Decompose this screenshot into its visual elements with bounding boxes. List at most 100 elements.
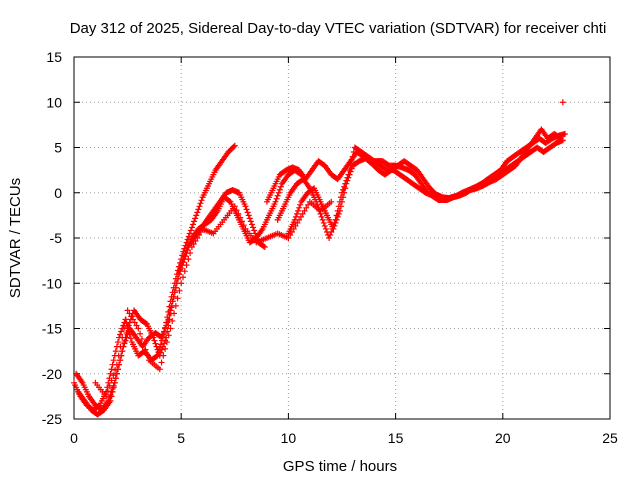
data-point xyxy=(274,192,281,199)
data-point xyxy=(168,304,175,311)
data-point xyxy=(246,215,253,222)
data-point xyxy=(333,212,340,219)
data-point xyxy=(242,203,249,210)
data-point xyxy=(174,295,181,302)
data-point xyxy=(195,206,202,213)
data-point xyxy=(322,225,329,232)
data-point xyxy=(197,228,204,235)
data-point xyxy=(297,201,304,208)
data-point xyxy=(344,174,351,181)
data-point xyxy=(243,206,250,213)
x-tick-label: 0 xyxy=(70,430,78,446)
data-point xyxy=(198,197,205,204)
data-point xyxy=(138,336,145,343)
data-point xyxy=(117,331,124,338)
data-point xyxy=(251,227,258,234)
data-point xyxy=(250,224,257,231)
y-tick-label: 5 xyxy=(54,140,62,156)
data-point xyxy=(347,162,354,169)
data-point xyxy=(169,317,176,324)
data-point xyxy=(185,256,192,263)
data-point xyxy=(123,330,130,337)
y-tick-label: -10 xyxy=(42,275,62,291)
data-point xyxy=(117,343,124,350)
data-point xyxy=(556,134,563,141)
data-point xyxy=(180,259,187,266)
data-point xyxy=(188,224,195,231)
data-point xyxy=(152,340,159,347)
data-point xyxy=(247,218,254,225)
series-trace-g xyxy=(274,126,564,241)
y-axis-title: SDTVAR / TECUs xyxy=(7,178,24,298)
data-point xyxy=(115,352,122,359)
data-point xyxy=(291,216,298,223)
data-point xyxy=(158,359,165,366)
y-tick-label: -25 xyxy=(42,411,62,427)
data-point xyxy=(144,351,151,358)
data-point xyxy=(172,302,179,309)
data-point xyxy=(226,198,233,205)
data-point xyxy=(164,328,171,335)
y-tick-label: 15 xyxy=(46,49,62,65)
data-point xyxy=(260,243,267,250)
data-point xyxy=(156,366,163,373)
data-point xyxy=(245,212,252,219)
data-point xyxy=(106,382,113,389)
data-point xyxy=(339,189,345,196)
data-point xyxy=(293,210,300,217)
data-point xyxy=(349,153,356,160)
data-point xyxy=(561,130,568,137)
data-point xyxy=(328,228,335,235)
data-point xyxy=(171,289,178,296)
data-point xyxy=(174,275,181,282)
data-point xyxy=(172,284,179,291)
data-point xyxy=(170,293,177,300)
x-tick-label: 25 xyxy=(602,430,618,446)
tick-labels: 0 5 10 15 20 25 -25 -20 -15 -10 -5 0 5 10 15 xyxy=(42,49,618,446)
data-point xyxy=(295,207,302,214)
data-point xyxy=(131,319,138,326)
data-point xyxy=(158,346,165,353)
data-point xyxy=(162,345,169,352)
data-point xyxy=(113,361,120,368)
data-point xyxy=(341,183,348,190)
data-point xyxy=(329,225,336,232)
data-point xyxy=(109,385,116,392)
data-point xyxy=(316,207,323,214)
data-point xyxy=(137,330,144,337)
data-point xyxy=(181,268,188,275)
y-tick-label: 0 xyxy=(54,185,62,201)
series-trace-a xyxy=(71,142,238,413)
axis-ticks xyxy=(73,56,611,420)
data-point xyxy=(301,207,308,214)
data-point xyxy=(190,241,197,248)
chart-title: Day 312 of 2025, Sidereal Day-to-day VTE… xyxy=(70,20,607,37)
data-point xyxy=(165,332,172,339)
data-point xyxy=(153,353,160,360)
data-point xyxy=(124,307,131,314)
series-trace-d xyxy=(92,198,335,400)
data-point xyxy=(105,397,112,404)
data-point xyxy=(162,325,169,332)
data-point xyxy=(186,230,193,237)
data-point xyxy=(294,219,301,226)
data-point xyxy=(297,213,304,220)
data-point xyxy=(194,235,201,241)
data-point xyxy=(164,319,171,326)
data-point xyxy=(108,388,115,395)
data-point xyxy=(348,158,355,165)
data-point xyxy=(126,310,133,317)
data-point xyxy=(108,366,115,373)
series-trace-c xyxy=(73,167,305,413)
data-point xyxy=(330,222,337,229)
data-point xyxy=(240,222,247,229)
data-point xyxy=(196,203,203,210)
data-point xyxy=(107,391,114,398)
data-point xyxy=(342,180,349,187)
data-point xyxy=(110,372,117,379)
data-point xyxy=(119,348,126,355)
data-point xyxy=(238,218,245,225)
data-point xyxy=(191,218,198,225)
data-point xyxy=(237,214,244,221)
data-point xyxy=(112,375,119,382)
